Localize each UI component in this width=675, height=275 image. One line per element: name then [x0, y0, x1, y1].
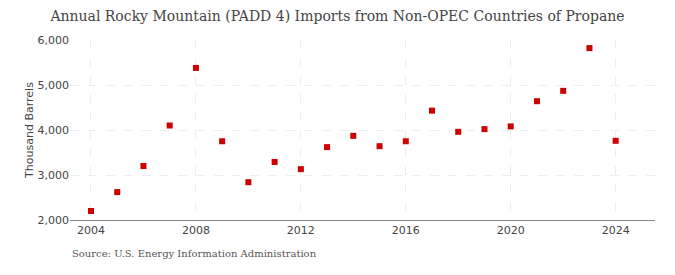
svg-text:4,000: 4,000: [38, 124, 70, 137]
svg-text:2,000: 2,000: [38, 214, 70, 227]
svg-text:5,000: 5,000: [38, 79, 70, 92]
svg-text:2004: 2004: [77, 224, 105, 237]
svg-text:Annual Rocky Mountain (PADD 4): Annual Rocky Mountain (PADD 4) Imports f…: [49, 8, 624, 24]
svg-text:Source: U.S. Energy Informatio: Source: U.S. Energy Information Administ…: [72, 248, 317, 259]
svg-text:2012: 2012: [287, 224, 315, 237]
svg-text:6,000: 6,000: [38, 34, 70, 47]
svg-text:2024: 2024: [602, 224, 630, 237]
svg-text:2016: 2016: [392, 224, 420, 237]
svg-text:3,000: 3,000: [38, 169, 70, 182]
svg-text:2008: 2008: [182, 224, 210, 237]
svg-text:Thousand Barrels: Thousand Barrels: [23, 82, 36, 179]
svg-text:2020: 2020: [497, 224, 525, 237]
